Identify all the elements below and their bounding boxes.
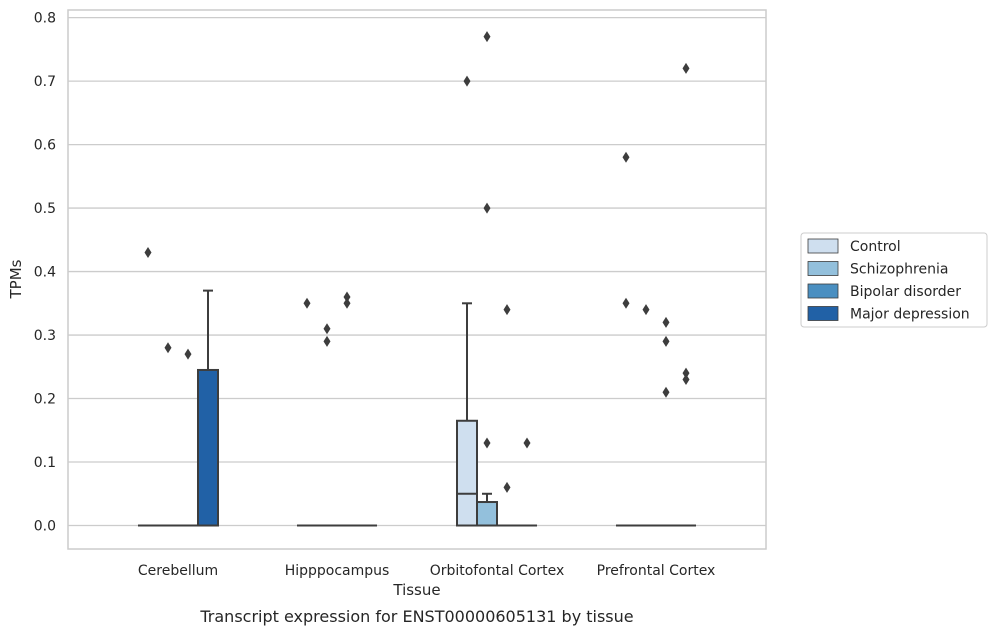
chart-caption: Transcript expression for ENST0000060513… [199, 607, 633, 626]
box-control [456, 302, 478, 527]
legend: Control Schizophrenia Bipolar disorder Majo… [800, 232, 988, 328]
y-gridlines [68, 16, 766, 527]
legend-label: Bipolar disorder [850, 284, 961, 300]
outlier-point [503, 304, 511, 316]
outlier-point [523, 437, 531, 449]
outlier-point [164, 342, 172, 354]
y-axis-label: TPMs [7, 259, 25, 299]
outlier-point [662, 386, 670, 398]
outliers-group [144, 31, 690, 493]
y-tick-label: 0.3 [34, 328, 56, 344]
y-tick-labels: 0.0 0.1 0.2 0.3 0.4 0.5 0.6 0.7 0.8 [34, 11, 56, 535]
outlier-point [343, 297, 351, 309]
outlier-point [483, 437, 491, 449]
outlier-point [184, 348, 192, 360]
x-tick-label: Cerebellum [138, 563, 218, 579]
box-schizophrenia [476, 492, 498, 527]
x-tick-label: Hipppocampus [285, 563, 390, 579]
outlier-point [622, 297, 630, 309]
outlier-point [323, 323, 331, 335]
outlier-point [682, 373, 690, 385]
box-major-depression [197, 289, 219, 527]
boxes-group [138, 289, 696, 527]
box-body [476, 501, 498, 527]
legend-swatch [807, 261, 839, 276]
outlier-point [323, 335, 331, 347]
outlier-point [682, 62, 690, 74]
outlier-point [662, 316, 670, 328]
y-tick-label: 0.7 [34, 74, 56, 90]
legend-label: Major depression [850, 307, 970, 323]
box-body [197, 368, 219, 527]
outlier-point [463, 75, 471, 87]
legend-frame [800, 232, 988, 328]
x-axis-label: Tissue [392, 581, 440, 599]
x-tick-label: Prefrontal Cortex [597, 563, 716, 579]
y-tick-label: 0.6 [34, 138, 56, 154]
legend-swatch [807, 306, 839, 321]
outlier-point [303, 297, 311, 309]
plot-area-background [68, 10, 766, 549]
outlier-point [483, 31, 491, 43]
outlier-point [144, 247, 152, 259]
legend-label: Schizophrenia [850, 262, 948, 278]
outlier-point [642, 304, 650, 316]
outlier-point [662, 335, 670, 347]
legend-swatch [807, 283, 839, 299]
legend-swatch [807, 238, 839, 254]
box-body [456, 419, 478, 527]
y-tick-label: 0.8 [34, 11, 56, 27]
y-tick-label: 0.0 [34, 519, 56, 535]
outlier-point [483, 202, 491, 214]
outlier-point [343, 291, 351, 303]
x-tick-label: Orbitofontal Cortex [430, 563, 565, 579]
y-tick-label: 0.2 [34, 392, 56, 408]
y-tick-label: 0.4 [34, 265, 56, 281]
x-tick-labels: Cerebellum Hipppocampus Orbitofontal Corte… [138, 563, 715, 579]
legend-label: Control [850, 239, 901, 255]
y-tick-label: 0.1 [34, 455, 56, 471]
outlier-point [622, 151, 630, 163]
outlier-point [503, 481, 511, 493]
outlier-point [682, 367, 690, 379]
plot-frame [67, 9, 767, 550]
y-tick-label: 0.5 [34, 201, 56, 217]
